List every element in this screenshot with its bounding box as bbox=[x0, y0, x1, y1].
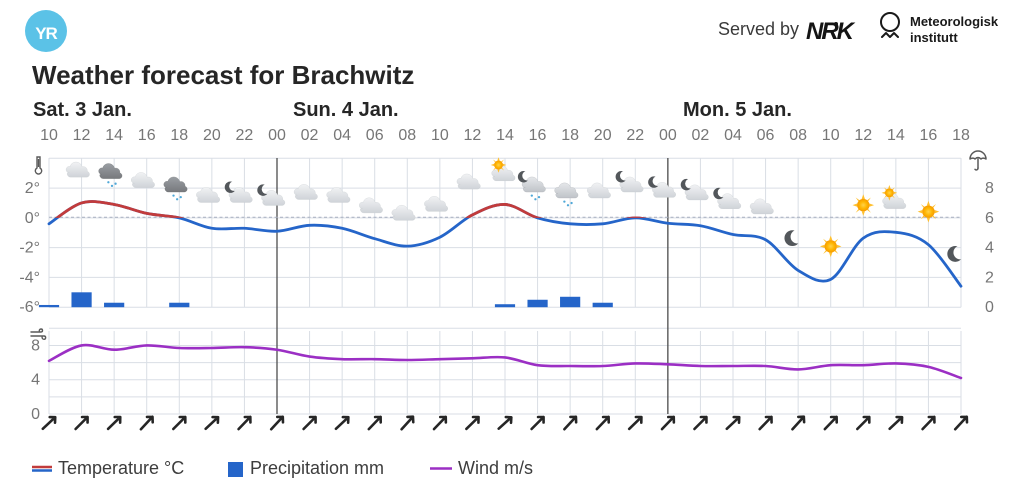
svg-text:8: 8 bbox=[31, 337, 40, 354]
svg-text:0°: 0° bbox=[25, 210, 40, 227]
svg-text:0: 0 bbox=[985, 299, 994, 316]
svg-text:4: 4 bbox=[985, 240, 994, 257]
svg-text:Wind m/s: Wind m/s bbox=[458, 458, 533, 478]
svg-text:-2°: -2° bbox=[19, 240, 40, 257]
svg-text:6: 6 bbox=[985, 210, 994, 227]
svg-text:-4°: -4° bbox=[19, 269, 40, 286]
svg-text:Precipitation mm: Precipitation mm bbox=[250, 458, 384, 478]
svg-text:-6°: -6° bbox=[19, 299, 40, 316]
svg-text:Temperature °C: Temperature °C bbox=[58, 458, 184, 478]
svg-text:0: 0 bbox=[31, 406, 40, 423]
svg-text:8: 8 bbox=[985, 180, 994, 197]
svg-text:4: 4 bbox=[31, 372, 40, 389]
svg-text:2°: 2° bbox=[25, 180, 40, 197]
svg-text:2: 2 bbox=[985, 269, 994, 286]
